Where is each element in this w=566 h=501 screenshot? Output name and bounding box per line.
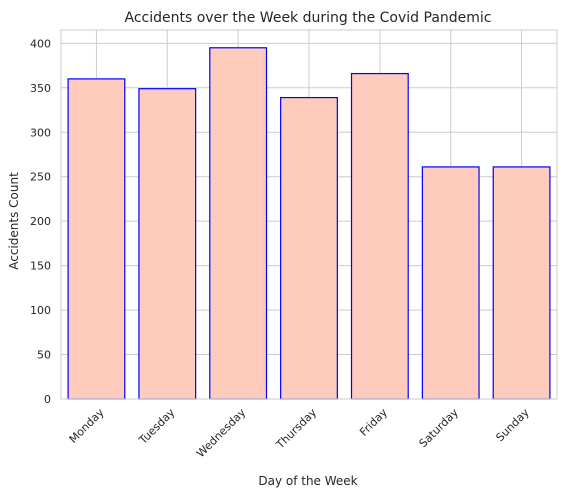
bar-wednesday <box>209 47 268 400</box>
chart-title: Accidents over the Week during the Covid… <box>124 10 491 26</box>
y-tick-label: 350 <box>30 82 51 95</box>
x-tick-label: Sunday <box>493 406 532 445</box>
bars <box>67 47 551 400</box>
y-tick-label: 400 <box>30 37 51 50</box>
plot-border <box>60 29 558 400</box>
x-tick-label: Tuesday <box>136 406 178 448</box>
y-tick-label: 300 <box>30 126 51 139</box>
y-tick-labels: 0 50 100 150 200 250 300 350 400 <box>30 37 51 406</box>
y-tick-label: 200 <box>30 215 51 228</box>
bar-saturday <box>421 166 480 400</box>
x-tick-label: Wednesday <box>194 406 249 461</box>
x-axis-label: Day of the Week <box>258 474 357 488</box>
y-tick-label: 100 <box>30 304 51 317</box>
bar-friday <box>350 72 409 400</box>
bar-thursday <box>280 96 338 400</box>
bar-sunday <box>492 166 551 400</box>
bar-monday <box>67 78 126 400</box>
x-tick-label: Friday <box>357 406 390 439</box>
x-tick-label: Thursday <box>273 406 319 452</box>
y-tick-label: 0 <box>44 393 51 406</box>
x-tick-label: Monday <box>67 406 107 446</box>
y-tick-label: 250 <box>30 171 51 184</box>
x-tick-label: Saturday <box>417 406 462 451</box>
y-tick-label: 50 <box>37 349 51 362</box>
y-tick-label: 150 <box>30 260 51 273</box>
y-axis-label: Accidents Count <box>7 172 21 270</box>
plot-frame <box>60 29 558 400</box>
x-tick-labels: Monday Tuesday Wednesday Thursday Friday Satu… <box>67 406 532 461</box>
bar-tuesday <box>138 88 197 400</box>
